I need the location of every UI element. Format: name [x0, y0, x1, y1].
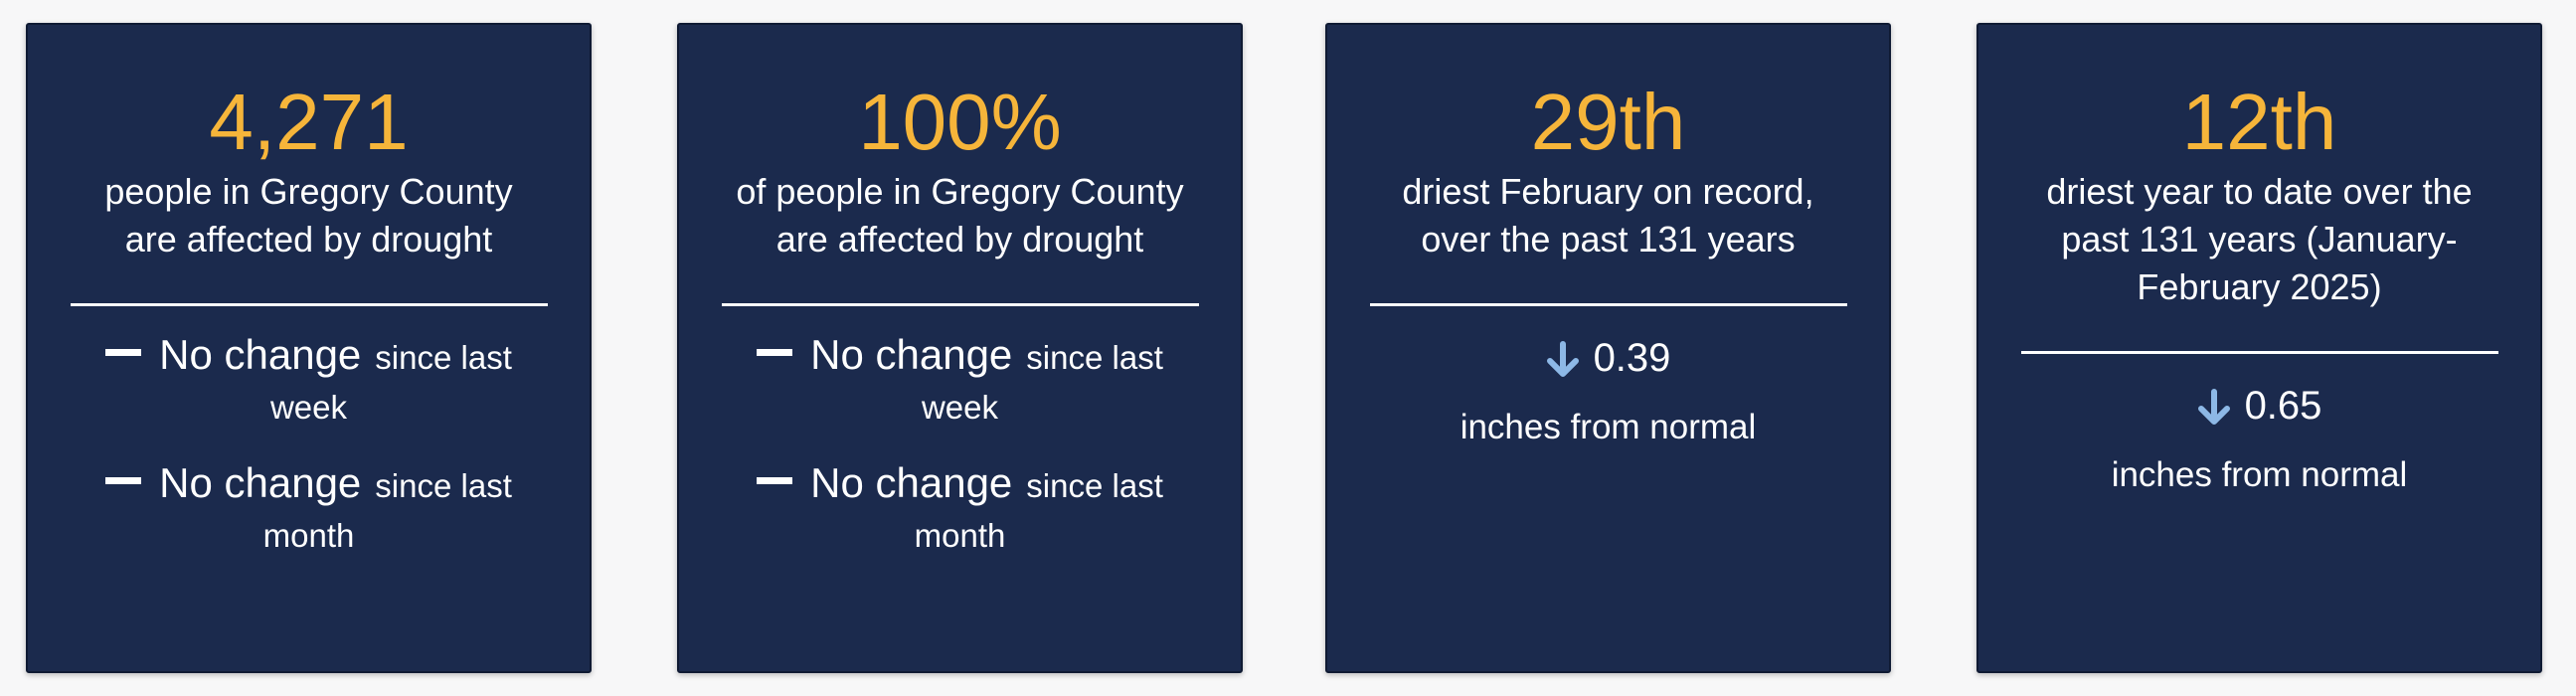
change-label: No change [159, 459, 362, 506]
change-label: No change [810, 459, 1013, 506]
stat-card: 4,271 people in Gregory County are affec… [26, 23, 592, 673]
change-row: No change since last week [86, 330, 533, 433]
change-label: No change [810, 331, 1013, 378]
dash-icon [105, 348, 142, 356]
divider [70, 303, 548, 306]
dash-icon [757, 476, 793, 484]
down-arrow-icon [1546, 341, 1579, 378]
stat-card: 29th driest February on record, over the… [1325, 23, 1891, 673]
departure-unit: inches from normal [2111, 455, 2408, 494]
stat-value: 100% [858, 78, 1062, 166]
stat-value: 12th [2181, 78, 2337, 166]
stat-value: 29th [1530, 78, 1686, 166]
stat-description: people in Gregory County are affected by… [104, 171, 513, 260]
change-period: since last month [262, 467, 512, 554]
change-row: No change since last week [737, 330, 1184, 433]
change-period: since last month [914, 467, 1163, 554]
departure-row: 0.65 [1978, 378, 2540, 434]
divider [1369, 303, 1847, 306]
departure-value: 0.39 [1593, 336, 1671, 380]
divider [721, 303, 1199, 306]
dash-icon [757, 348, 793, 356]
departure-unit: inches from normal [1460, 408, 1757, 446]
change-row: No change since last month [737, 458, 1184, 561]
change-label: No change [159, 331, 362, 378]
divider [2020, 351, 2498, 354]
stat-card: 100% of people in Gregory County are aff… [677, 23, 1243, 673]
down-arrow-icon [2197, 389, 2230, 426]
departure-row: 0.39 [1327, 330, 1889, 386]
stat-card: 12th driest year to date over the past 1… [1976, 23, 2542, 673]
change-row: No change since last month [86, 458, 533, 561]
stat-description: driest year to date over the past 131 ye… [2046, 171, 2473, 307]
dash-icon [105, 476, 142, 484]
change-period: since last week [269, 339, 512, 426]
stat-value: 4,271 [209, 78, 409, 166]
change-period: since last week [921, 339, 1163, 426]
stat-description: driest February on record, over the past… [1402, 171, 1814, 260]
departure-value: 0.65 [2244, 384, 2322, 428]
stat-description: of people in Gregory County are affected… [736, 171, 1184, 260]
